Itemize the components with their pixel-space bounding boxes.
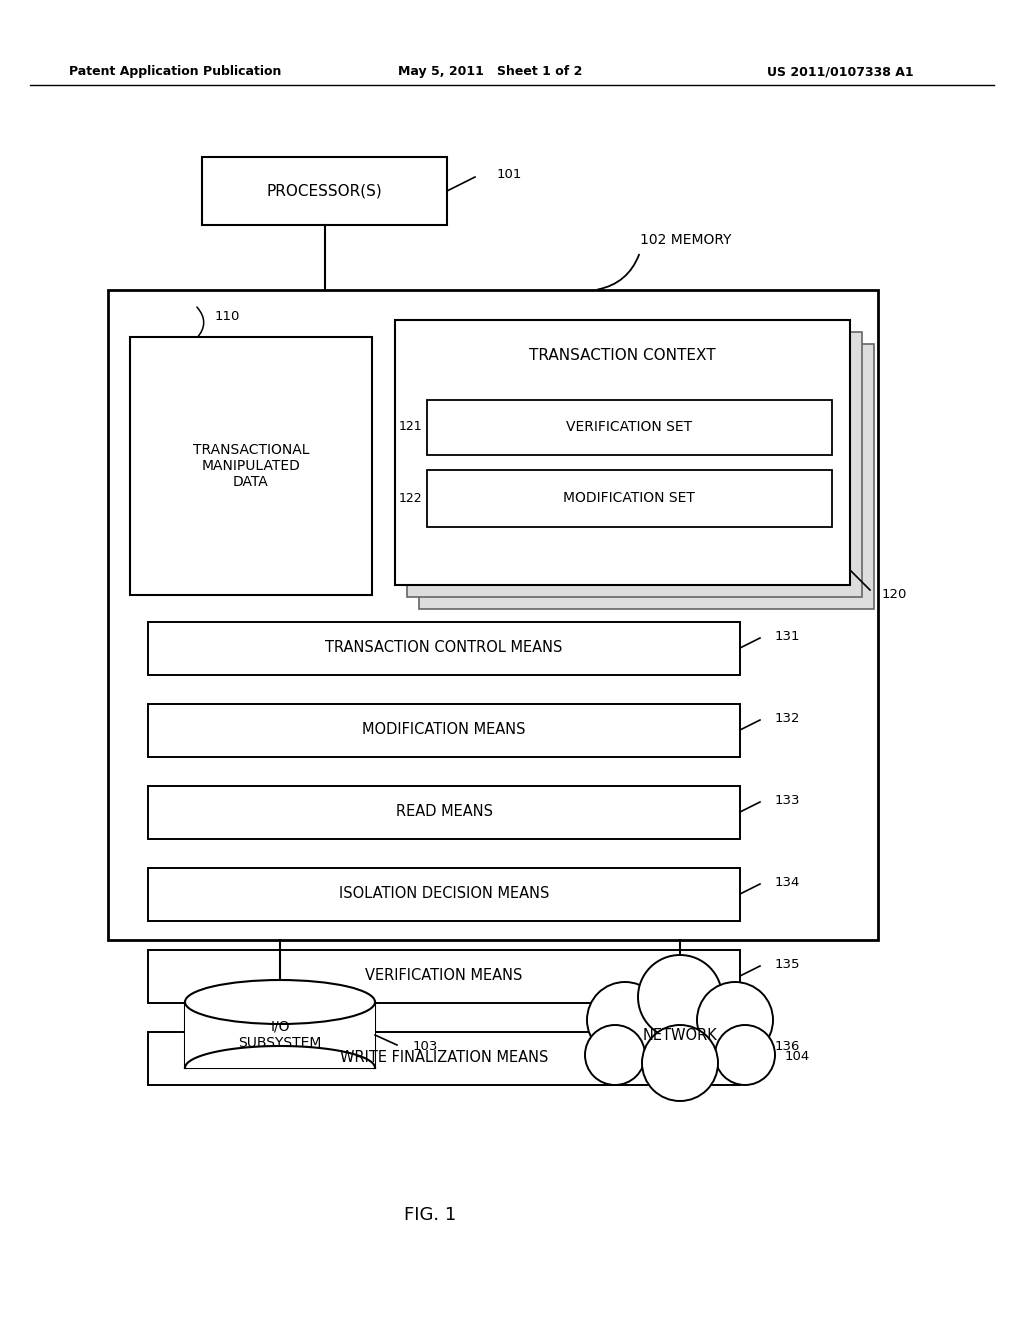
Text: READ MEANS: READ MEANS [395,804,493,820]
Text: 102 MEMORY: 102 MEMORY [640,234,731,247]
Bar [148,622,740,675]
Text: 133: 133 [775,793,801,807]
Bar [108,290,878,940]
Bar [427,470,831,527]
Bar [130,337,372,595]
Text: FIG. 1: FIG. 1 [403,1206,456,1224]
Circle shape [585,1026,645,1085]
Text: I/O
SUBSYSTEM: I/O SUBSYSTEM [239,1020,322,1051]
Bar [419,345,874,609]
Bar [427,400,831,455]
Text: 132: 132 [775,711,801,725]
Text: NETWORK: NETWORK [643,1027,718,1043]
Text: TRANSACTION CONTEXT: TRANSACTION CONTEXT [528,347,716,363]
Text: ISOLATION DECISION MEANS: ISOLATION DECISION MEANS [339,887,549,902]
Circle shape [697,982,773,1059]
Circle shape [642,1026,718,1101]
Text: TRANSACTIONAL
MANIPULATED
DATA: TRANSACTIONAL MANIPULATED DATA [193,442,309,490]
Text: 104: 104 [785,1051,810,1064]
Text: WRITE FINALIZATION MEANS: WRITE FINALIZATION MEANS [340,1051,548,1065]
Bar [148,950,740,1003]
Text: MODIFICATION SET: MODIFICATION SET [563,491,695,506]
Bar [407,333,862,597]
Text: VERIFICATION MEANS: VERIFICATION MEANS [366,969,522,983]
Text: TRANSACTION CONTROL MEANS: TRANSACTION CONTROL MEANS [326,640,562,656]
Text: 131: 131 [775,630,801,643]
Bar [395,319,850,585]
Bar [148,1032,740,1085]
Text: 110: 110 [215,309,241,322]
Text: PROCESSOR(S): PROCESSOR(S) [266,183,382,198]
Bar [202,157,447,224]
Circle shape [715,1026,775,1085]
Bar [148,704,740,756]
Bar [148,869,740,921]
Text: MODIFICATION MEANS: MODIFICATION MEANS [362,722,525,738]
Text: 120: 120 [882,589,907,602]
Ellipse shape [185,979,375,1024]
Text: May 5, 2011   Sheet 1 of 2: May 5, 2011 Sheet 1 of 2 [397,66,583,78]
Circle shape [638,954,722,1039]
Text: 136: 136 [775,1040,801,1052]
Text: 134: 134 [775,875,801,888]
Text: 101: 101 [497,168,522,181]
Text: 135: 135 [775,957,801,970]
Text: Patent Application Publication: Patent Application Publication [69,66,282,78]
Text: 103: 103 [413,1040,438,1053]
Bar [148,785,740,840]
Text: 122: 122 [398,491,422,504]
Bar [185,1002,375,1068]
Text: VERIFICATION SET: VERIFICATION SET [566,420,692,434]
Text: 121: 121 [398,421,422,433]
Text: US 2011/0107338 A1: US 2011/0107338 A1 [767,66,913,78]
Circle shape [587,982,663,1059]
